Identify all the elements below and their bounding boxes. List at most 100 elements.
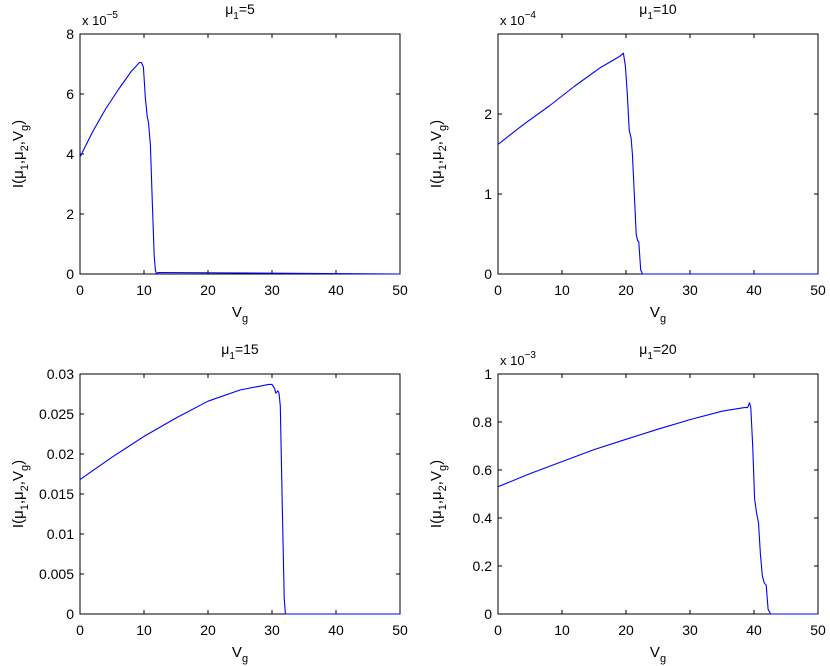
x-tick-label: 0	[494, 622, 502, 638]
y-tick-label: 2	[66, 206, 74, 222]
xlabel-base: V	[650, 304, 660, 321]
x-tick-label: 40	[328, 622, 344, 638]
ylabel-part: 1	[437, 504, 449, 510]
ylabel-part: )	[428, 120, 445, 125]
chart-3: 0 10 20 30 40 50 0 0.005 0.01 0.015 0.02 0.025 0.03 μ…	[10, 341, 408, 665]
title-rest: =10	[653, 1, 677, 17]
x-tick-label: 40	[746, 622, 762, 638]
ylabel-part: I(μ	[10, 170, 27, 188]
ylabel-part: ,μ	[428, 151, 445, 164]
axes-box	[79, 373, 401, 615]
y-tick-label: 4	[66, 146, 74, 162]
series-line	[79, 61, 401, 275]
ylabel-part: 1	[19, 164, 31, 170]
x-tick-label: 30	[682, 282, 698, 298]
x-tick-label: 10	[136, 622, 152, 638]
ylabel-part: )	[10, 120, 27, 125]
exponent-base: x 10	[500, 353, 525, 368]
xlabel-sub: g	[660, 653, 666, 665]
x-axis-label: Vg	[232, 304, 248, 325]
x-tick-label: 0	[494, 282, 502, 298]
axes-box	[497, 33, 819, 275]
ylabel-part: I(μ	[10, 510, 27, 528]
xlabel-base: V	[232, 644, 242, 661]
ylabel-part: ,μ	[428, 491, 445, 504]
ylabel-part: ,V	[10, 131, 27, 145]
y-tick-label: 0.005	[39, 566, 74, 582]
title-sub: 1	[229, 351, 235, 362]
ylabel-part: )	[428, 460, 445, 465]
y-tick-label: 0.03	[47, 366, 74, 382]
ylabel-part: ,V	[10, 471, 27, 485]
ylabel-part: 1	[19, 504, 31, 510]
x-tick-label: 20	[618, 622, 634, 638]
y-tick-label: 0.4	[473, 510, 493, 526]
ylabel-part: ,V	[428, 471, 445, 485]
x-axis-label: Vg	[650, 644, 666, 665]
y-tick-label: 0.8	[473, 414, 493, 430]
x-tick-label: 0	[76, 622, 84, 638]
exponent-base: x 10	[82, 13, 107, 28]
ylabel-part: ,μ	[10, 491, 27, 504]
xlabel-sub: g	[242, 653, 248, 665]
x-tick-label: 50	[392, 622, 408, 638]
y-axis-label: I(μ1,μ2,Vg)	[428, 460, 449, 528]
ylabel-part: )	[10, 460, 27, 465]
x-tick-label: 30	[264, 282, 280, 298]
exponent-base: x 10	[500, 13, 525, 28]
exponent-label: x 10−5	[82, 10, 118, 28]
axes-box	[497, 373, 819, 615]
chart-title: μ1=10	[639, 1, 677, 22]
title-rest: =15	[235, 341, 259, 357]
x-tick-label: 50	[810, 622, 826, 638]
x-tick-label: 10	[554, 282, 570, 298]
y-tick-label: 0	[484, 606, 492, 622]
xlabel-sub: g	[242, 313, 248, 325]
title-sub: 1	[233, 11, 239, 22]
y-tick-label: 6	[66, 86, 74, 102]
x-tick-label: 20	[618, 282, 634, 298]
ylabel-part: g	[437, 465, 449, 471]
y-tick-label: 1	[484, 186, 492, 202]
y-tick-label: 1	[484, 366, 492, 382]
ylabel-part: g	[437, 125, 449, 131]
x-tick-label: 40	[746, 282, 762, 298]
ylabel-part: g	[19, 125, 31, 131]
y-tick-label: 0.6	[473, 462, 493, 478]
ylabel-part: ,μ	[10, 151, 27, 164]
y-tick-label: 0.2	[473, 558, 493, 574]
x-tick-label: 50	[392, 282, 408, 298]
y-axis-label: I(μ1,μ2,Vg)	[10, 120, 31, 188]
y-tick-label: 0.015	[39, 486, 74, 502]
x-tick-label: 50	[810, 282, 826, 298]
ylabel-part: g	[19, 465, 31, 471]
y-axis-label: I(μ1,μ2,Vg)	[428, 120, 449, 188]
title-base: μ	[639, 341, 647, 357]
ylabel-part: I(μ	[428, 510, 445, 528]
xlabel-base: V	[232, 304, 242, 321]
ylabel-part: 1	[437, 164, 449, 170]
title-base: μ	[221, 341, 229, 357]
x-tick-label: 10	[136, 282, 152, 298]
ylabel-part: ,V	[428, 131, 445, 145]
xlabel-base: V	[650, 644, 660, 661]
title-base: μ	[639, 1, 647, 17]
y-tick-label: 0	[66, 266, 74, 282]
y-tick-label: 2	[484, 106, 492, 122]
x-tick-label: 0	[76, 282, 84, 298]
y-tick-label: 0	[66, 606, 74, 622]
x-axis-label: Vg	[232, 644, 248, 665]
exponent-power: −3	[525, 350, 537, 361]
ylabel-part: 2	[437, 485, 449, 491]
y-tick-label: 0.02	[47, 446, 74, 462]
ylabel-part: 2	[437, 145, 449, 151]
ylabel-part: 2	[19, 145, 31, 151]
series-line	[497, 402, 818, 615]
ylabel-part: I(μ	[428, 170, 445, 188]
exponent-label: x 10−4	[500, 10, 536, 28]
y-tick-label: 0.01	[47, 526, 74, 542]
x-tick-label: 20	[200, 282, 216, 298]
